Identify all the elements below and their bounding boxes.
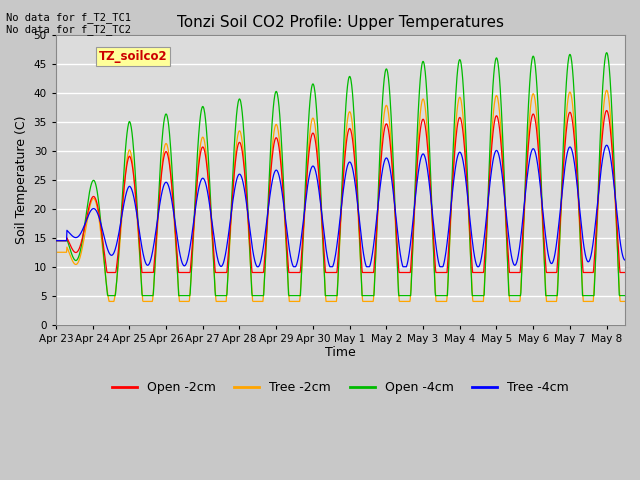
Text: TZ_soilco2: TZ_soilco2 <box>99 50 167 63</box>
X-axis label: Time: Time <box>325 347 356 360</box>
Legend: Open -2cm, Tree -2cm, Open -4cm, Tree -4cm: Open -2cm, Tree -2cm, Open -4cm, Tree -4… <box>107 376 574 399</box>
Title: Tonzi Soil CO2 Profile: Upper Temperatures: Tonzi Soil CO2 Profile: Upper Temperatur… <box>177 15 504 30</box>
Text: No data for f_T2_TC1
No data for f_T2_TC2: No data for f_T2_TC1 No data for f_T2_TC… <box>6 12 131 36</box>
Y-axis label: Soil Temperature (C): Soil Temperature (C) <box>15 116 28 244</box>
